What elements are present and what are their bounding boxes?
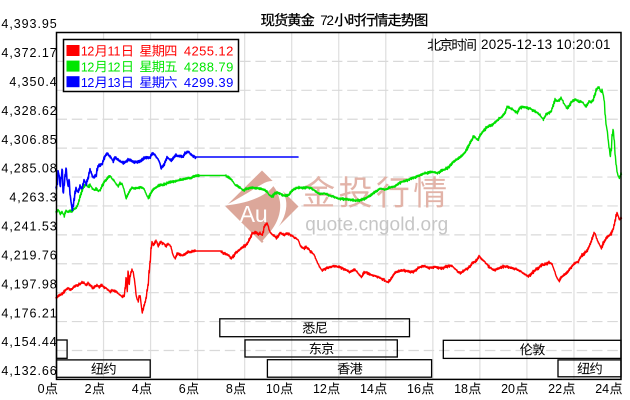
svg-text:4,306.85: 4,306.85 bbox=[1, 133, 57, 147]
svg-text:12: 12 bbox=[81, 45, 94, 59]
svg-text:4,241.53: 4,241.53 bbox=[1, 220, 57, 234]
svg-text:4,372.17: 4,372.17 bbox=[1, 46, 57, 60]
svg-text:4299.39: 4299.39 bbox=[184, 75, 233, 90]
svg-text:14: 14 bbox=[360, 382, 374, 396]
svg-text:12: 12 bbox=[313, 382, 327, 396]
svg-text:11: 11 bbox=[108, 45, 121, 59]
svg-text:4,154.44: 4,154.44 bbox=[1, 335, 57, 349]
svg-text:4255.12: 4255.12 bbox=[184, 44, 233, 59]
svg-text:4,328.62: 4,328.62 bbox=[1, 104, 57, 118]
svg-text:12: 12 bbox=[81, 60, 94, 74]
svg-text:20: 20 bbox=[501, 382, 515, 396]
svg-text:6: 6 bbox=[179, 382, 186, 396]
svg-text:12: 12 bbox=[81, 76, 94, 90]
svg-text:10: 10 bbox=[266, 382, 280, 396]
svg-text:16: 16 bbox=[407, 382, 421, 396]
svg-text:13: 13 bbox=[108, 76, 121, 90]
svg-text:4,176.21: 4,176.21 bbox=[1, 306, 57, 320]
svg-text:4,393.95: 4,393.95 bbox=[1, 17, 57, 31]
svg-text:4,285.08: 4,285.08 bbox=[1, 162, 57, 176]
svg-text:8: 8 bbox=[226, 382, 233, 396]
svg-text:4,219.76: 4,219.76 bbox=[1, 248, 57, 262]
svg-text:4,197.98: 4,197.98 bbox=[1, 277, 57, 291]
svg-text:72: 72 bbox=[320, 13, 334, 28]
svg-text:24: 24 bbox=[595, 382, 609, 396]
svg-text:quote.cngold.org: quote.cngold.org bbox=[305, 215, 448, 236]
svg-text:4,132.66: 4,132.66 bbox=[1, 364, 57, 378]
svg-text:12: 12 bbox=[108, 60, 121, 74]
svg-text:4: 4 bbox=[132, 382, 139, 396]
svg-text:18: 18 bbox=[454, 382, 468, 396]
svg-text:2025-12-13 10:20:01: 2025-12-13 10:20:01 bbox=[481, 37, 611, 52]
svg-text:0: 0 bbox=[38, 382, 45, 396]
svg-text:4,350.4: 4,350.4 bbox=[9, 75, 57, 89]
svg-text:Au: Au bbox=[240, 201, 268, 227]
svg-text:22: 22 bbox=[548, 382, 562, 396]
svg-text:4288.79: 4288.79 bbox=[184, 59, 233, 74]
svg-text:4,263.3: 4,263.3 bbox=[9, 191, 57, 205]
svg-text:2: 2 bbox=[85, 382, 92, 396]
